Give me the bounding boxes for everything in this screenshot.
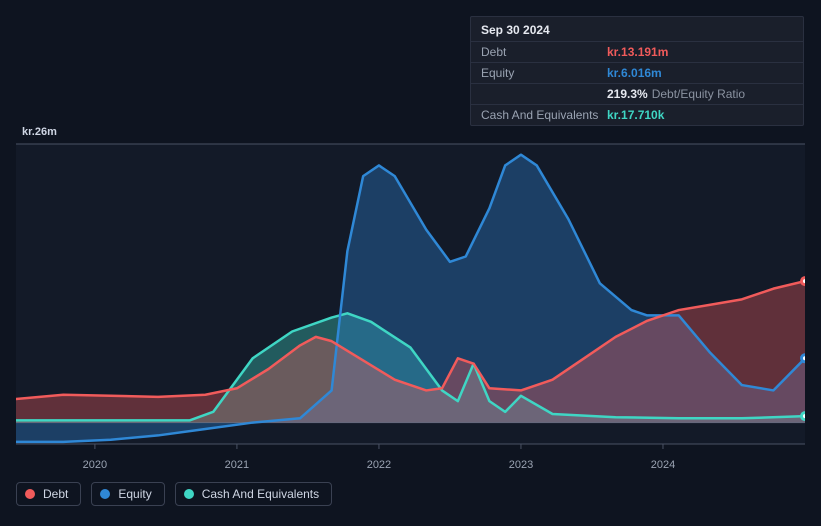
legend-label: Cash And Equivalents (202, 487, 319, 501)
tooltip-row: Debtkr.13.191m (471, 42, 803, 63)
tooltip-row-value: 219.3% (607, 87, 648, 101)
x-axis-year: 2024 (651, 459, 675, 471)
legend-dot-icon (100, 489, 110, 499)
chart-area[interactable] (16, 124, 805, 459)
legend-dot-icon (25, 489, 35, 499)
legend-item[interactable]: Cash And Equivalents (175, 482, 332, 506)
x-axis-year: 2023 (509, 459, 533, 471)
tooltip-row-label: Debt (481, 45, 607, 59)
x-axis-year: 2020 (83, 459, 107, 471)
tooltip-row-suffix: Debt/Equity Ratio (652, 87, 745, 101)
tooltip-row-label (481, 87, 607, 101)
tooltip-row-value: kr.6.016m (607, 66, 662, 80)
tooltip-row: 219.3% Debt/Equity Ratio (471, 84, 803, 105)
legend-item[interactable]: Equity (91, 482, 164, 506)
legend-label: Equity (118, 487, 151, 501)
tooltip-box: Sep 30 2024 Debtkr.13.191mEquitykr.6.016… (470, 16, 804, 126)
tooltip-row-label: Equity (481, 66, 607, 80)
tooltip-date: Sep 30 2024 (471, 17, 803, 42)
x-axis-year: 2021 (225, 459, 249, 471)
x-axis-year: 2022 (367, 459, 391, 471)
tooltip-row: Cash And Equivalentskr.17.710k (471, 105, 803, 125)
legend-label: Debt (43, 487, 68, 501)
tooltip-row-value: kr.17.710k (607, 108, 664, 122)
legend-item[interactable]: Debt (16, 482, 81, 506)
tooltip-row-label: Cash And Equivalents (481, 108, 607, 122)
legend-dot-icon (184, 489, 194, 499)
tooltip-row-value: kr.13.191m (607, 45, 668, 59)
tooltip-row: Equitykr.6.016m (471, 63, 803, 84)
legend: Debt Equity Cash And Equivalents (16, 482, 332, 506)
